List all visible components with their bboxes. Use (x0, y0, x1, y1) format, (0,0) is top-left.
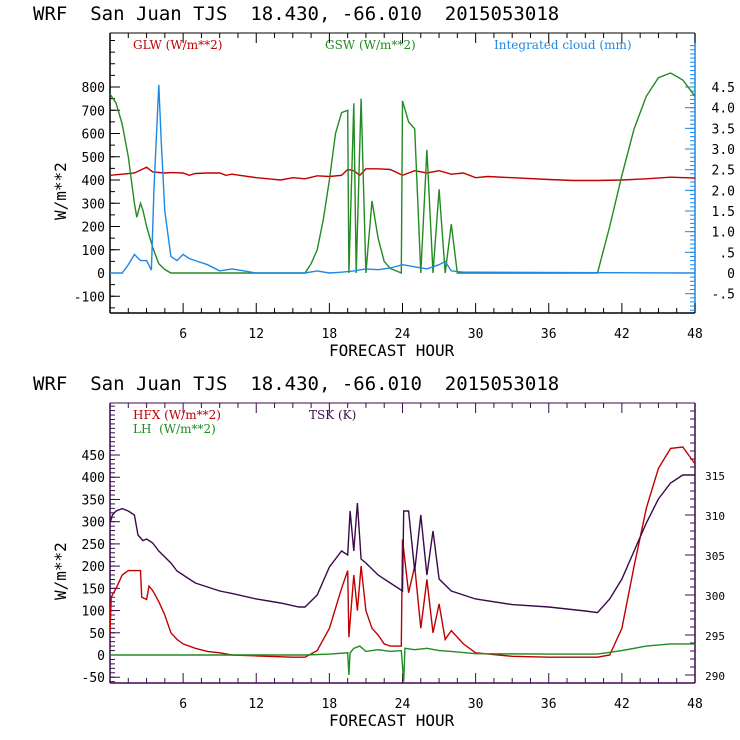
y2-tick-label: 2.5 (712, 164, 735, 179)
legend-lh: LH (W/m**2) (133, 422, 216, 436)
y-tick-label: 250 (82, 538, 105, 553)
x-axis-label: FORECAST HOUR (329, 341, 455, 360)
x-tick-label: 24 (395, 327, 411, 342)
x-tick-label: 42 (614, 327, 630, 342)
y-tick-label: 600 (82, 128, 105, 143)
y-tick-label: 100 (82, 605, 105, 620)
y-tick-label: 150 (82, 582, 105, 597)
y-tick-label: 800 (82, 81, 105, 96)
y2-tick-label: 3.5 (712, 122, 735, 137)
legend-hfx: HFX (W/m**2) (133, 408, 221, 422)
y-tick-label: 450 (82, 449, 105, 464)
y2-tick-label: 3.0 (712, 143, 735, 158)
y2-tick-label: 315 (705, 470, 725, 483)
chart-panel-radiation: WRF San Juan TJS 18.430, -66.010 2015053… (33, 3, 735, 360)
y2-tick-label: 4.5 (712, 81, 735, 96)
y-tick-label: 300 (82, 197, 105, 212)
y-tick-label: 50 (89, 627, 105, 642)
x-tick-label: 18 (322, 697, 338, 712)
y-tick-label: 400 (82, 471, 105, 486)
x-tick-label: 6 (179, 327, 187, 342)
y2-tick-label: 2.0 (712, 184, 735, 199)
y2-tick-label: 4.0 (712, 102, 735, 117)
y-axis-label: W/m**2 (51, 542, 70, 600)
y2-tick-label: 305 (705, 550, 725, 563)
y-tick-label: 400 (82, 174, 105, 189)
x-tick-label: 6 (179, 697, 187, 712)
legend-tsk: TSK (K) (309, 408, 356, 422)
y2-tick-label: -.5 (712, 288, 735, 303)
y2-tick-label: 300 (705, 590, 725, 603)
y2-tick-label: .5 (719, 246, 735, 261)
y-tick-label: 0 (97, 649, 105, 664)
x-tick-label: 24 (395, 697, 411, 712)
x-tick-label: 30 (468, 697, 484, 712)
y-tick-label: 200 (82, 560, 105, 575)
x-tick-label: 12 (248, 327, 264, 342)
y2-tick-label: 1.0 (712, 226, 735, 241)
y2-tick-label: 295 (705, 630, 725, 643)
x-axis-label: FORECAST HOUR (329, 711, 455, 730)
x-tick-label: 12 (248, 697, 264, 712)
legend-cloud: Integrated cloud (mm) (494, 38, 632, 52)
y-tick-label: 350 (82, 493, 105, 508)
x-tick-label: 18 (322, 327, 338, 342)
y-tick-label: 100 (82, 244, 105, 259)
chart-panel-fluxes: WRF San Juan TJS 18.430, -66.010 2015053… (33, 373, 725, 730)
y2-tick-label: 1.5 (712, 205, 735, 220)
y-tick-label: 0 (97, 267, 105, 282)
chart-title: WRF San Juan TJS 18.430, -66.010 2015053… (33, 3, 559, 25)
y-tick-label: 300 (82, 516, 105, 531)
y-tick-label: -100 (74, 290, 105, 305)
y-tick-label: 500 (82, 151, 105, 166)
chart-title: WRF San Juan TJS 18.430, -66.010 2015053… (33, 373, 559, 395)
y-tick-label: 200 (82, 221, 105, 236)
y-tick-label: 700 (82, 104, 105, 119)
y-tick-label: -50 (82, 671, 105, 686)
x-tick-label: 48 (687, 327, 703, 342)
y2-tick-label: 0 (727, 267, 735, 282)
series-line-integrated (110, 84, 695, 274)
x-tick-label: 42 (614, 697, 630, 712)
x-tick-label: 36 (541, 697, 557, 712)
x-tick-label: 48 (687, 697, 703, 712)
series-line-lh (110, 643, 695, 682)
x-tick-label: 36 (541, 327, 557, 342)
y-axis-label: W/m**2 (51, 162, 70, 220)
y2-tick-label: 310 (705, 510, 725, 523)
legend-gsw: GSW (W/m**2) (325, 38, 416, 52)
y2-tick-label: 290 (705, 670, 725, 683)
x-tick-label: 30 (468, 327, 484, 342)
series-line-hfx (110, 446, 695, 658)
legend-glw: GLW (W/m**2) (133, 38, 222, 52)
series-line-glw (110, 166, 695, 182)
series-line-tsk (110, 474, 695, 614)
